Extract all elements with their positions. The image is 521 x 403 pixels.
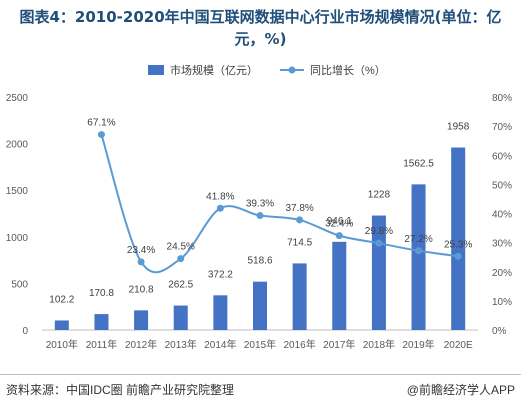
x-tick-label: 2012年: [125, 338, 157, 351]
x-tick-label: 2011年: [86, 338, 118, 351]
growth-value-label: 32.4%: [325, 219, 353, 230]
growth-point: [97, 131, 105, 139]
y-right-tick-label: 80%: [492, 93, 512, 104]
bar-value-label: 372.2: [208, 269, 233, 280]
legend-line-label: 同比增长（%）: [310, 63, 386, 77]
bar: [292, 263, 307, 330]
y-right-tick-label: 60%: [492, 151, 512, 162]
growth-point: [177, 255, 185, 263]
bar-value-label: 1228: [368, 190, 391, 201]
bar-value-label: 210.8: [129, 284, 154, 295]
bar: [94, 314, 109, 330]
x-tick-label: 2010年: [46, 338, 78, 351]
bar: [54, 320, 69, 330]
bar: [134, 310, 149, 330]
bar-value-label: 518.6: [247, 256, 272, 267]
bar-value-label: 262.5: [168, 280, 193, 291]
y-right-tick-label: 20%: [492, 268, 512, 279]
growth-point: [375, 239, 383, 247]
growth-point: [296, 216, 304, 224]
y-left-tick-label: 2000: [6, 140, 29, 151]
bar: [332, 241, 347, 330]
chart-canvas: 0 500 1000 1500 2000 2500 0% 10% 20% 30% 40% 50% 60%…: [6, 63, 512, 351]
x-tick-label: 2015年: [244, 338, 276, 351]
bar-value-label: 170.8: [89, 288, 114, 299]
legend-line-marker: [288, 66, 296, 74]
growth-value-label: 27.2%: [404, 234, 432, 245]
growth-point: [256, 212, 264, 220]
growth-point: [415, 247, 423, 255]
y-right-tick-label: 0%: [492, 326, 507, 337]
source-note: 资料来源：中国IDC圈 前瞻产业研究院整理: [6, 383, 235, 397]
x-tick-label: 2020E: [444, 340, 473, 351]
y-right-tick-label: 70%: [492, 122, 512, 133]
y-left-tick-label: 500: [11, 279, 28, 290]
y-right-tick-label: 30%: [492, 239, 512, 250]
growth-point: [454, 252, 462, 260]
chart-title: 图表4：2010-2020年中国互联网数据中心行业市场规模情况(单位：亿元，%): [19, 8, 502, 48]
y-right-tick-label: 40%: [492, 210, 512, 221]
x-tick-label: 2019年: [402, 338, 434, 351]
bar: [253, 281, 267, 330]
growth-value-label: 37.8%: [285, 203, 313, 214]
bar: [173, 305, 188, 330]
footer: 资料来源：中国IDC圈 前瞻产业研究院整理 @前瞻经济学人APP: [0, 374, 521, 403]
bar-value-label: 102.2: [49, 294, 74, 305]
growth-point: [216, 204, 224, 212]
bar: [213, 295, 228, 330]
legend-bar-swatch: [148, 65, 164, 75]
bar-value-label: 1562.5: [403, 158, 434, 169]
credit-note: @前瞻经济学人APP: [406, 383, 515, 397]
y-right-tick-label: 50%: [492, 180, 512, 191]
x-tick-label: 2013年: [165, 338, 197, 351]
x-tick-label: 2016年: [284, 338, 316, 351]
growth-value-label: 67.1%: [87, 118, 115, 129]
x-tick-label: 2014年: [204, 338, 236, 351]
y-left-tick-label: 0: [22, 326, 28, 337]
bar-value-label: 1958: [447, 122, 470, 133]
y-right-tick-label: 10%: [492, 297, 512, 308]
y-left-tick-label: 1500: [6, 186, 29, 197]
growth-line: [100, 134, 459, 274]
growth-value-label: 24.5%: [167, 242, 195, 253]
bar-value-label: 946.1: [327, 216, 352, 227]
bar: [451, 147, 466, 330]
y-left-tick-label: 2500: [6, 93, 29, 104]
legend-bar-label: 市场规模（亿元）: [170, 63, 258, 77]
growth-value-label: 41.8%: [206, 191, 234, 202]
growth-value-label: 29.8%: [365, 226, 393, 237]
y-left-tick-label: 1000: [6, 233, 29, 244]
bar: [411, 184, 426, 330]
growth-value-label: 23.4%: [127, 245, 155, 256]
growth-point: [335, 232, 343, 240]
growth-point: [137, 258, 145, 266]
growth-value-label: 39.3%: [246, 199, 274, 210]
x-tick-label: 2017年: [323, 338, 355, 351]
bar-value-label: 714.5: [287, 237, 312, 248]
growth-value-label: 25.3%: [444, 239, 472, 250]
x-tick-label: 2018年: [363, 338, 395, 351]
